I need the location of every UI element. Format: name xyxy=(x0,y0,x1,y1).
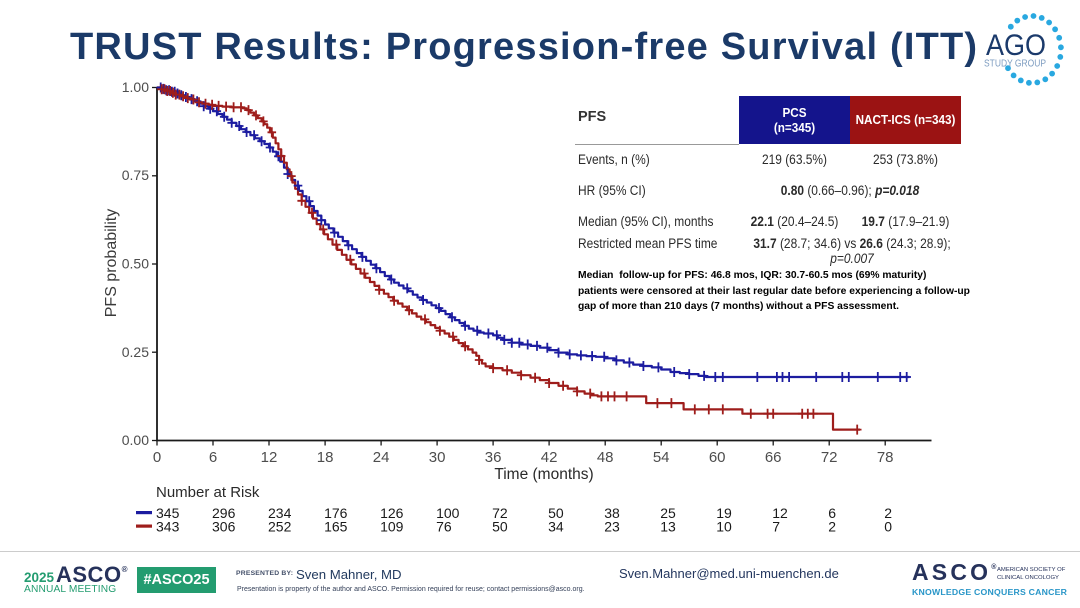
svg-text:19: 19 xyxy=(716,505,732,521)
svg-text:54: 54 xyxy=(653,449,670,466)
svg-text:PFS probability: PFS probability xyxy=(103,209,120,318)
svg-text:0.00: 0.00 xyxy=(122,432,149,448)
svg-text:25: 25 xyxy=(660,505,676,521)
svg-text:AGO: AGO xyxy=(986,29,1046,62)
svg-text:10: 10 xyxy=(716,519,732,535)
svg-text:24: 24 xyxy=(373,449,390,466)
svg-text:0: 0 xyxy=(153,449,161,466)
svg-text:345: 345 xyxy=(156,505,180,521)
svg-text:78: 78 xyxy=(877,449,894,466)
svg-text:42: 42 xyxy=(541,449,558,466)
svg-text:Number at Risk: Number at Risk xyxy=(156,484,260,501)
svg-text:18: 18 xyxy=(317,449,334,466)
svg-text:72: 72 xyxy=(492,505,508,521)
svg-text:38: 38 xyxy=(604,505,620,521)
svg-text:165: 165 xyxy=(324,519,348,535)
svg-text:0.50: 0.50 xyxy=(122,256,149,272)
svg-text:2: 2 xyxy=(828,519,836,535)
svg-text:6: 6 xyxy=(209,449,217,466)
svg-text:STUDY GROUP: STUDY GROUP xyxy=(984,59,1046,70)
svg-text:1.00: 1.00 xyxy=(122,79,149,95)
svg-text:109: 109 xyxy=(380,519,404,535)
svg-text:48: 48 xyxy=(597,449,614,466)
svg-text:23: 23 xyxy=(604,519,620,535)
svg-text:50: 50 xyxy=(492,519,508,535)
svg-text:6: 6 xyxy=(828,505,836,521)
svg-text:30: 30 xyxy=(429,449,446,466)
svg-text:13: 13 xyxy=(660,519,676,535)
svg-text:0.75: 0.75 xyxy=(122,167,149,183)
svg-text:0: 0 xyxy=(884,519,892,535)
svg-text:66: 66 xyxy=(765,449,782,466)
svg-text:343: 343 xyxy=(156,519,180,535)
svg-text:50: 50 xyxy=(548,505,564,521)
svg-text:296: 296 xyxy=(212,505,236,521)
svg-text:176: 176 xyxy=(324,505,348,521)
svg-text:12: 12 xyxy=(261,449,278,466)
svg-text:Time (months): Time (months) xyxy=(494,466,593,483)
svg-text:234: 234 xyxy=(268,505,292,521)
svg-text:126: 126 xyxy=(380,505,404,521)
svg-text:72: 72 xyxy=(821,449,838,466)
svg-text:60: 60 xyxy=(709,449,726,466)
svg-text:34: 34 xyxy=(548,519,564,535)
svg-text:36: 36 xyxy=(485,449,502,466)
svg-text:100: 100 xyxy=(436,505,460,521)
svg-text:252: 252 xyxy=(268,519,292,535)
svg-text:7: 7 xyxy=(772,519,780,535)
svg-text:0.25: 0.25 xyxy=(122,344,149,360)
svg-text:76: 76 xyxy=(436,519,452,535)
svg-text:12: 12 xyxy=(772,505,788,521)
svg-text:306: 306 xyxy=(212,519,236,535)
svg-text:2: 2 xyxy=(884,505,892,521)
